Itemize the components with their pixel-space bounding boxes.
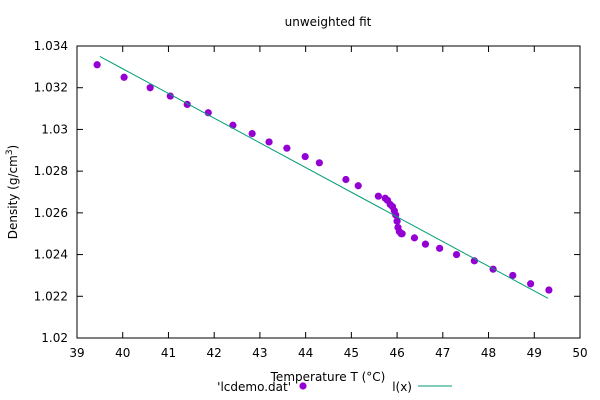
tick-labels: 39 40 41 42 43 44 45 46 47 48 49 50 1.02 1.022 1.024 1.…	[34, 39, 588, 360]
data-point	[545, 286, 553, 294]
data-point	[166, 92, 174, 100]
y-axis-label: Density (g/cm3)	[5, 145, 20, 240]
data-point	[421, 240, 430, 248]
x-tick-label: 41	[161, 346, 176, 360]
data-point	[354, 182, 362, 190]
series-layer	[93, 55, 553, 299]
legend-point-marker	[299, 382, 307, 390]
y-tick-label: 1.022	[34, 289, 68, 303]
y-tick-label: 1.026	[34, 206, 68, 220]
x-tick-label: 50	[572, 346, 587, 360]
x-tick-label: 46	[389, 346, 404, 360]
data-point	[204, 109, 212, 117]
data-point	[374, 192, 382, 200]
y-tick-label: 1.028	[34, 164, 68, 178]
y-tick-label: 1.02	[41, 331, 68, 345]
data-point	[265, 138, 273, 146]
y-axis-label-superscript: 3	[5, 149, 15, 155]
data-point	[120, 73, 128, 81]
chart-title: unweighted fit	[285, 15, 372, 29]
data-point	[398, 230, 406, 238]
fit-line	[99, 55, 549, 299]
y-tick-label: 1.03	[41, 122, 68, 136]
x-axis-label: Temperature T (°C)	[270, 370, 386, 384]
data-point	[410, 234, 419, 242]
y-axis-label-close: )	[6, 145, 20, 150]
data-point	[509, 271, 517, 280]
plot-frame	[76, 45, 581, 339]
x-tick-label: 48	[481, 346, 496, 360]
x-tick-label: 47	[435, 346, 450, 360]
legend: 'lcdemo.dat' l(x)	[217, 380, 452, 394]
data-point	[315, 159, 323, 167]
x-tick-label: 42	[207, 346, 222, 360]
x-tick-label: 45	[344, 346, 359, 360]
x-tick-label: 44	[298, 346, 313, 360]
y-axis-label-base: Density (g/cm	[6, 155, 20, 239]
y-tick-label: 1.024	[34, 248, 68, 262]
data-point	[146, 84, 154, 92]
data-point	[248, 130, 256, 138]
data-point	[527, 280, 535, 288]
data-point	[283, 144, 291, 152]
data-point	[452, 250, 461, 259]
data-point	[301, 152, 309, 161]
x-tick-label: 43	[252, 346, 267, 360]
x-tick-label: 39	[69, 346, 84, 360]
legend-label: 'lcdemo.dat'	[217, 380, 291, 394]
axis-ticks	[76, 45, 581, 339]
data-point	[436, 244, 444, 252]
x-tick-label: 49	[527, 346, 542, 360]
data-point	[393, 217, 401, 225]
data-point	[342, 175, 350, 184]
y-tick-label: 1.034	[34, 39, 68, 53]
legend-label: l(x)	[392, 380, 412, 394]
x-tick-label: 40	[115, 346, 130, 360]
data-point	[93, 61, 101, 69]
y-tick-label: 1.032	[34, 81, 68, 95]
